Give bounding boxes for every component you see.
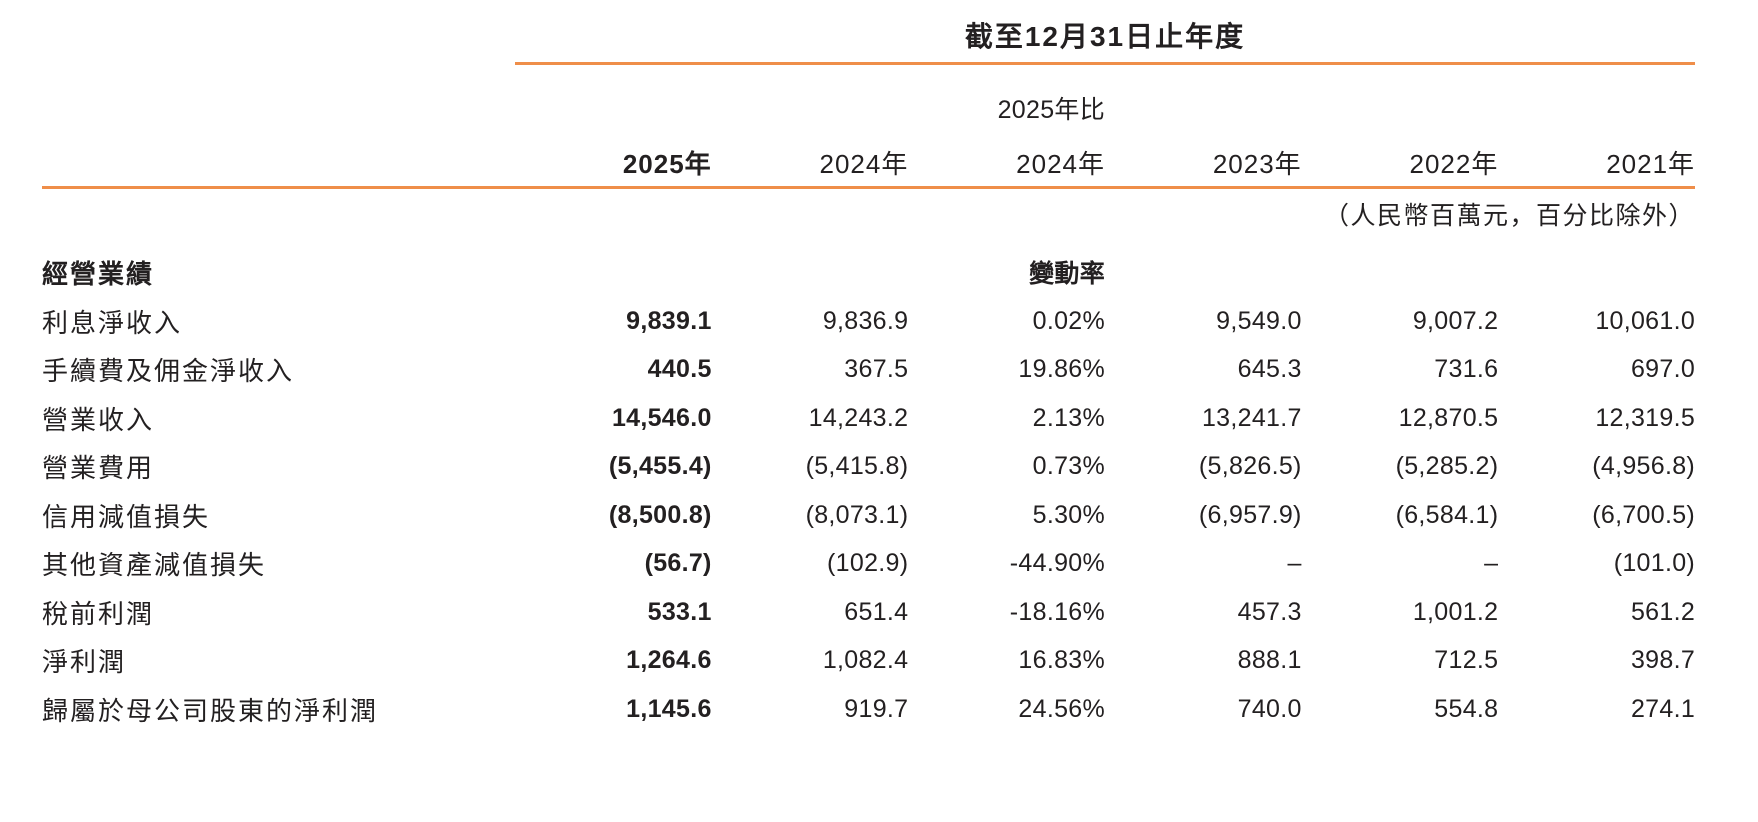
cell-2022: (6,584.1): [1395, 500, 1499, 529]
table-row: 歸屬於母公司股東的淨利潤 1,145.6 919.7 24.56% 740.0 …: [42, 685, 1695, 734]
table-row: 淨利潤 1,264.6 1,082.4 16.83% 888.1 712.5 3…: [42, 637, 1695, 686]
cell-change: 5.30%: [1032, 500, 1106, 529]
column-header-2024: 2024年: [819, 148, 909, 179]
cell-change: 0.02%: [1032, 306, 1106, 335]
cell-2022: 1,001.2: [1412, 597, 1499, 626]
cell-change: 19.86%: [1018, 355, 1106, 384]
cell-2025: 440.5: [647, 355, 712, 384]
cell-2022: 731.6: [1434, 355, 1499, 384]
cell-2021: 398.7: [1630, 646, 1696, 675]
row-label: 歸屬於母公司股東的淨利潤: [42, 695, 379, 726]
cell-2021: 274.1: [1630, 694, 1696, 723]
cell-2021: (4,956.8): [1592, 452, 1696, 481]
cell-2022: 554.8: [1434, 694, 1499, 723]
table-row: 利息淨收入 9,839.1 9,836.9 0.02% 9,549.0 9,00…: [42, 297, 1695, 346]
cell-change: -18.16%: [1009, 597, 1106, 626]
table-row: 營業費用 (5,455.4) (5,415.8) 0.73% (5,826.5)…: [42, 443, 1695, 492]
row-label: 利息淨收入: [42, 307, 183, 338]
table-row: 稅前利潤 533.1 651.4 -18.16% 457.3 1,001.2 5…: [42, 588, 1695, 637]
column-header-change-2024: 2024年: [1016, 148, 1106, 179]
cell-2023: 457.3: [1237, 597, 1302, 626]
unit-note-row: （人民幣百萬元，百分比除外）: [42, 199, 1695, 230]
cell-2023: 13,241.7: [1201, 403, 1302, 432]
row-label: 手續費及佣金淨收入: [42, 356, 295, 387]
cell-2023: 9,549.0: [1216, 306, 1302, 335]
cell-change: 0.73%: [1032, 452, 1106, 481]
cell-2021: 697.0: [1630, 355, 1696, 384]
cell-2025: 1,145.6: [626, 694, 712, 723]
cell-change: 2.13%: [1032, 403, 1106, 432]
cell-2021: 12,319.5: [1595, 403, 1696, 432]
period-header-spacer: [42, 0, 515, 65]
cell-2024: 9,836.9: [822, 306, 909, 335]
cell-2025: (8,500.8): [608, 500, 712, 529]
column-header-2022: 2022年: [1409, 148, 1499, 179]
column-header-2025: 2025年: [622, 148, 712, 179]
operating-results-table: 截至12月31日止年度 2025年比 2025年 2024年 2024年 202…: [42, 0, 1695, 734]
cell-2025: 1,264.6: [626, 646, 712, 675]
cell-2021: (101.0): [1613, 549, 1696, 578]
header-rule: [42, 186, 1695, 189]
cell-2023: –: [1287, 549, 1302, 578]
cell-2024: (102.9): [827, 549, 909, 578]
row-label: 稅前利潤: [42, 598, 155, 629]
cell-2021: (6,700.5): [1592, 500, 1696, 529]
cell-2023: 645.3: [1237, 355, 1302, 384]
cell-2023: 740.0: [1237, 694, 1302, 723]
cell-2023: (5,826.5): [1198, 452, 1302, 481]
section-header-row: 經營業績 變動率: [42, 257, 1695, 289]
cell-2024: 919.7: [844, 694, 909, 723]
cell-change: -44.90%: [1009, 549, 1106, 578]
column-header-2021: 2021年: [1606, 148, 1696, 179]
period-header-row: 截至12月31日止年度: [42, 0, 1695, 65]
table-row: 手續費及佣金淨收入 440.5 367.5 19.86% 645.3 731.6…: [42, 346, 1695, 395]
cell-2023: 888.1: [1237, 646, 1302, 675]
cell-2025: 9,839.1: [626, 306, 712, 335]
cell-2022: –: [1484, 549, 1499, 578]
cell-2025: (56.7): [644, 549, 712, 578]
cell-change: 24.56%: [1018, 694, 1106, 723]
cell-2025: 14,546.0: [611, 403, 712, 432]
table-row: 其他資產減值損失 (56.7) (102.9) -44.90% – – (101…: [42, 540, 1695, 589]
cell-2025: (5,455.4): [608, 452, 712, 481]
cell-2023: (6,957.9): [1198, 500, 1302, 529]
row-label: 其他資產減值損失: [42, 550, 267, 581]
cell-2024: (5,415.8): [805, 452, 909, 481]
cell-2022: (5,285.2): [1395, 452, 1499, 481]
row-label: 營業費用: [42, 453, 155, 484]
change-subheader-row: 2025年比: [42, 93, 1695, 124]
row-label: 信用減值損失: [42, 501, 211, 532]
period-header: 截至12月31日止年度: [515, 0, 1695, 65]
cell-2024: 367.5: [844, 355, 909, 384]
cell-change: 16.83%: [1018, 646, 1106, 675]
cell-2022: 12,870.5: [1398, 403, 1499, 432]
cell-2024: 1,082.4: [822, 646, 909, 675]
cell-2025: 533.1: [647, 597, 712, 626]
cell-2024: 14,243.2: [808, 403, 909, 432]
cell-2022: 9,007.2: [1412, 306, 1499, 335]
cell-2021: 561.2: [1630, 597, 1696, 626]
unit-note: （人民幣百萬元，百分比除外）: [1323, 202, 1695, 230]
change-rate-label: 變動率: [1029, 260, 1106, 288]
cell-2022: 712.5: [1434, 646, 1499, 675]
row-label: 營業收入: [42, 404, 155, 435]
year-header-row: 2025年 2024年 2024年 2023年 2022年 2021年: [42, 147, 1695, 179]
table-row: 營業收入 14,546.0 14,243.2 2.13% 13,241.7 12…: [42, 394, 1695, 443]
change-col-subheader: 2025年比: [997, 96, 1106, 124]
cell-2021: 10,061.0: [1595, 306, 1696, 335]
cell-2024: 651.4: [844, 597, 909, 626]
table-row: 信用減值損失 (8,500.8) (8,073.1) 5.30% (6,957.…: [42, 491, 1695, 540]
cell-2024: (8,073.1): [805, 500, 909, 529]
section-title: 經營業績: [42, 258, 155, 289]
row-label: 淨利潤: [42, 647, 127, 678]
column-header-2023: 2023年: [1212, 148, 1302, 179]
